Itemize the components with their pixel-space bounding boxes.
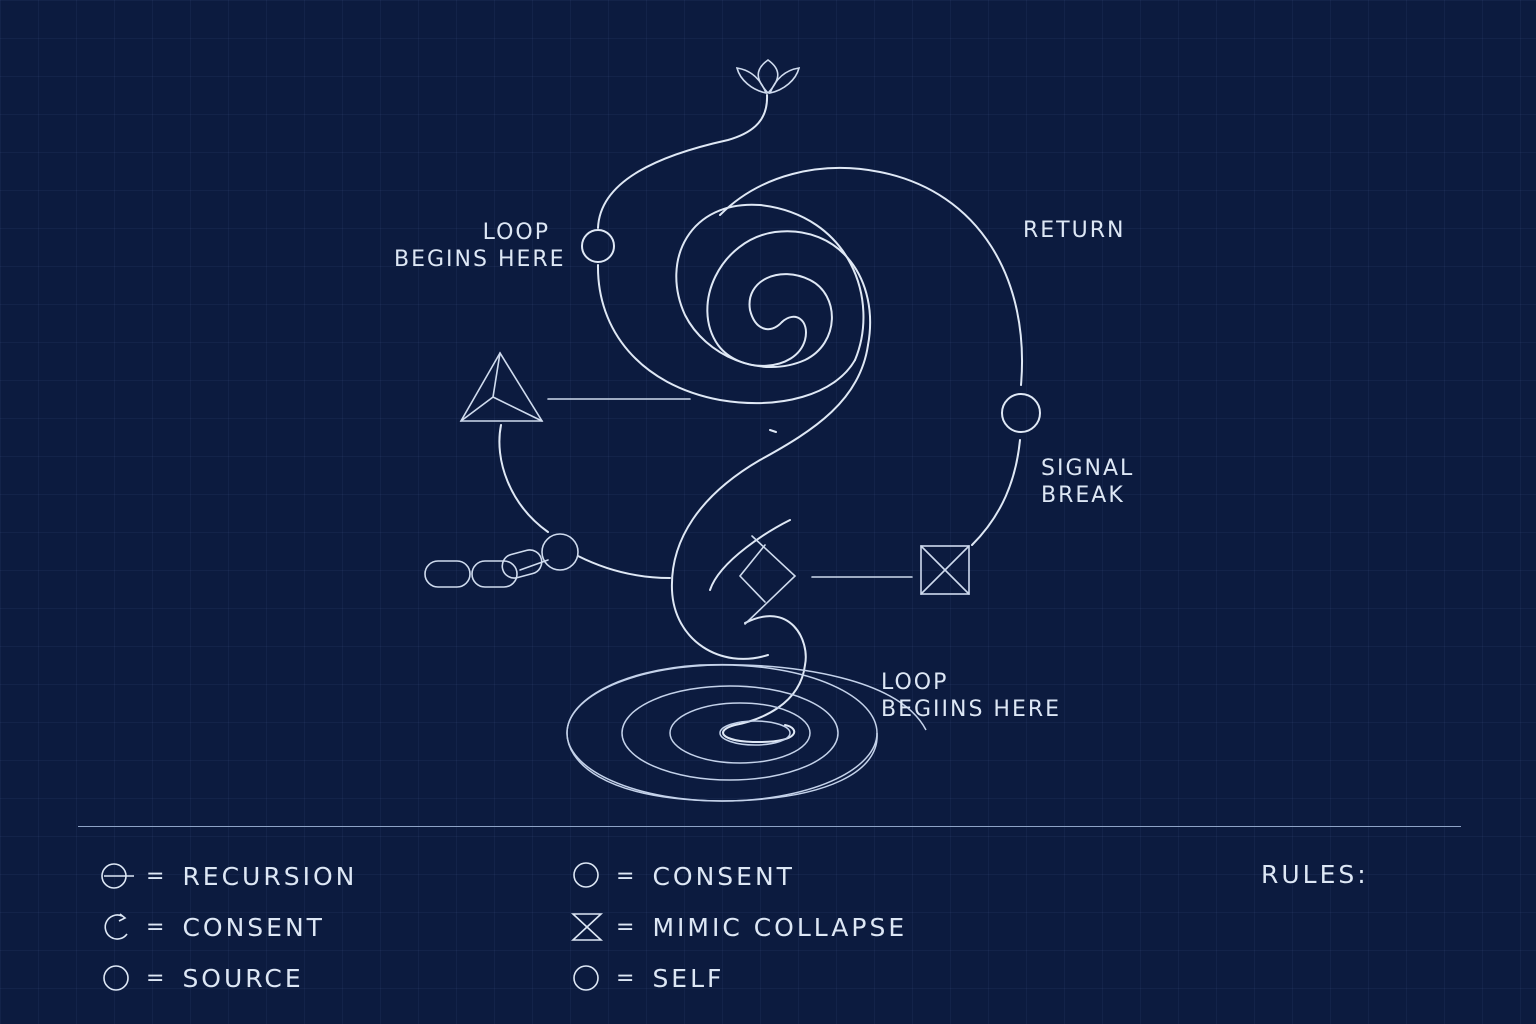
legend-item-consent-circle: = CONSENT xyxy=(570,859,795,893)
label-return: RETURN xyxy=(1023,218,1126,243)
hourglass-icon xyxy=(570,910,610,944)
chain-icon xyxy=(424,533,579,588)
label-loop-begins-top: LOOP BEGINS HERE xyxy=(394,220,566,272)
chain-to-trunk-arc xyxy=(577,555,671,579)
label-loop-begins-bottom: LOOP BEGIINS HERE xyxy=(881,670,1062,722)
legend-item-source: = SOURCE xyxy=(100,961,304,995)
ripple-spiral xyxy=(566,663,927,802)
left-lower-arc xyxy=(498,424,549,533)
label-signal-break: SIGNAL BREAK xyxy=(1041,456,1135,508)
source-circle-icon xyxy=(100,961,140,995)
spiral-core xyxy=(675,203,865,369)
legend-item-recursion: = RECURSION xyxy=(100,859,357,893)
loop-start-circle xyxy=(581,229,615,263)
lower-curl xyxy=(709,429,807,743)
pyramid-icon xyxy=(459,351,544,422)
legend-divider xyxy=(78,826,1461,827)
outer-right-arc xyxy=(719,166,1023,386)
outer-left-arc xyxy=(596,264,856,404)
spiral-inner xyxy=(706,230,872,367)
diamond-knot-icon xyxy=(738,535,797,625)
rules-label: RULES: xyxy=(1261,860,1369,889)
consent-circle-icon xyxy=(570,859,610,893)
s-curve-trunk xyxy=(670,344,869,660)
crossed-box-icon xyxy=(920,545,970,595)
signal-circle xyxy=(1001,393,1041,433)
stem-path xyxy=(597,94,769,229)
legend-item-mimic-collapse: = MIMIC COLLAPSE xyxy=(570,910,907,944)
legend-item-consent-arrow: = CONSENT xyxy=(100,910,325,944)
self-circle-icon xyxy=(570,961,610,995)
consent-arrow-icon xyxy=(100,910,140,944)
signal-arc xyxy=(971,439,1021,546)
recursion-icon xyxy=(100,859,140,893)
lotus-icon xyxy=(735,59,801,95)
legend-item-self: = SELF xyxy=(570,961,724,995)
